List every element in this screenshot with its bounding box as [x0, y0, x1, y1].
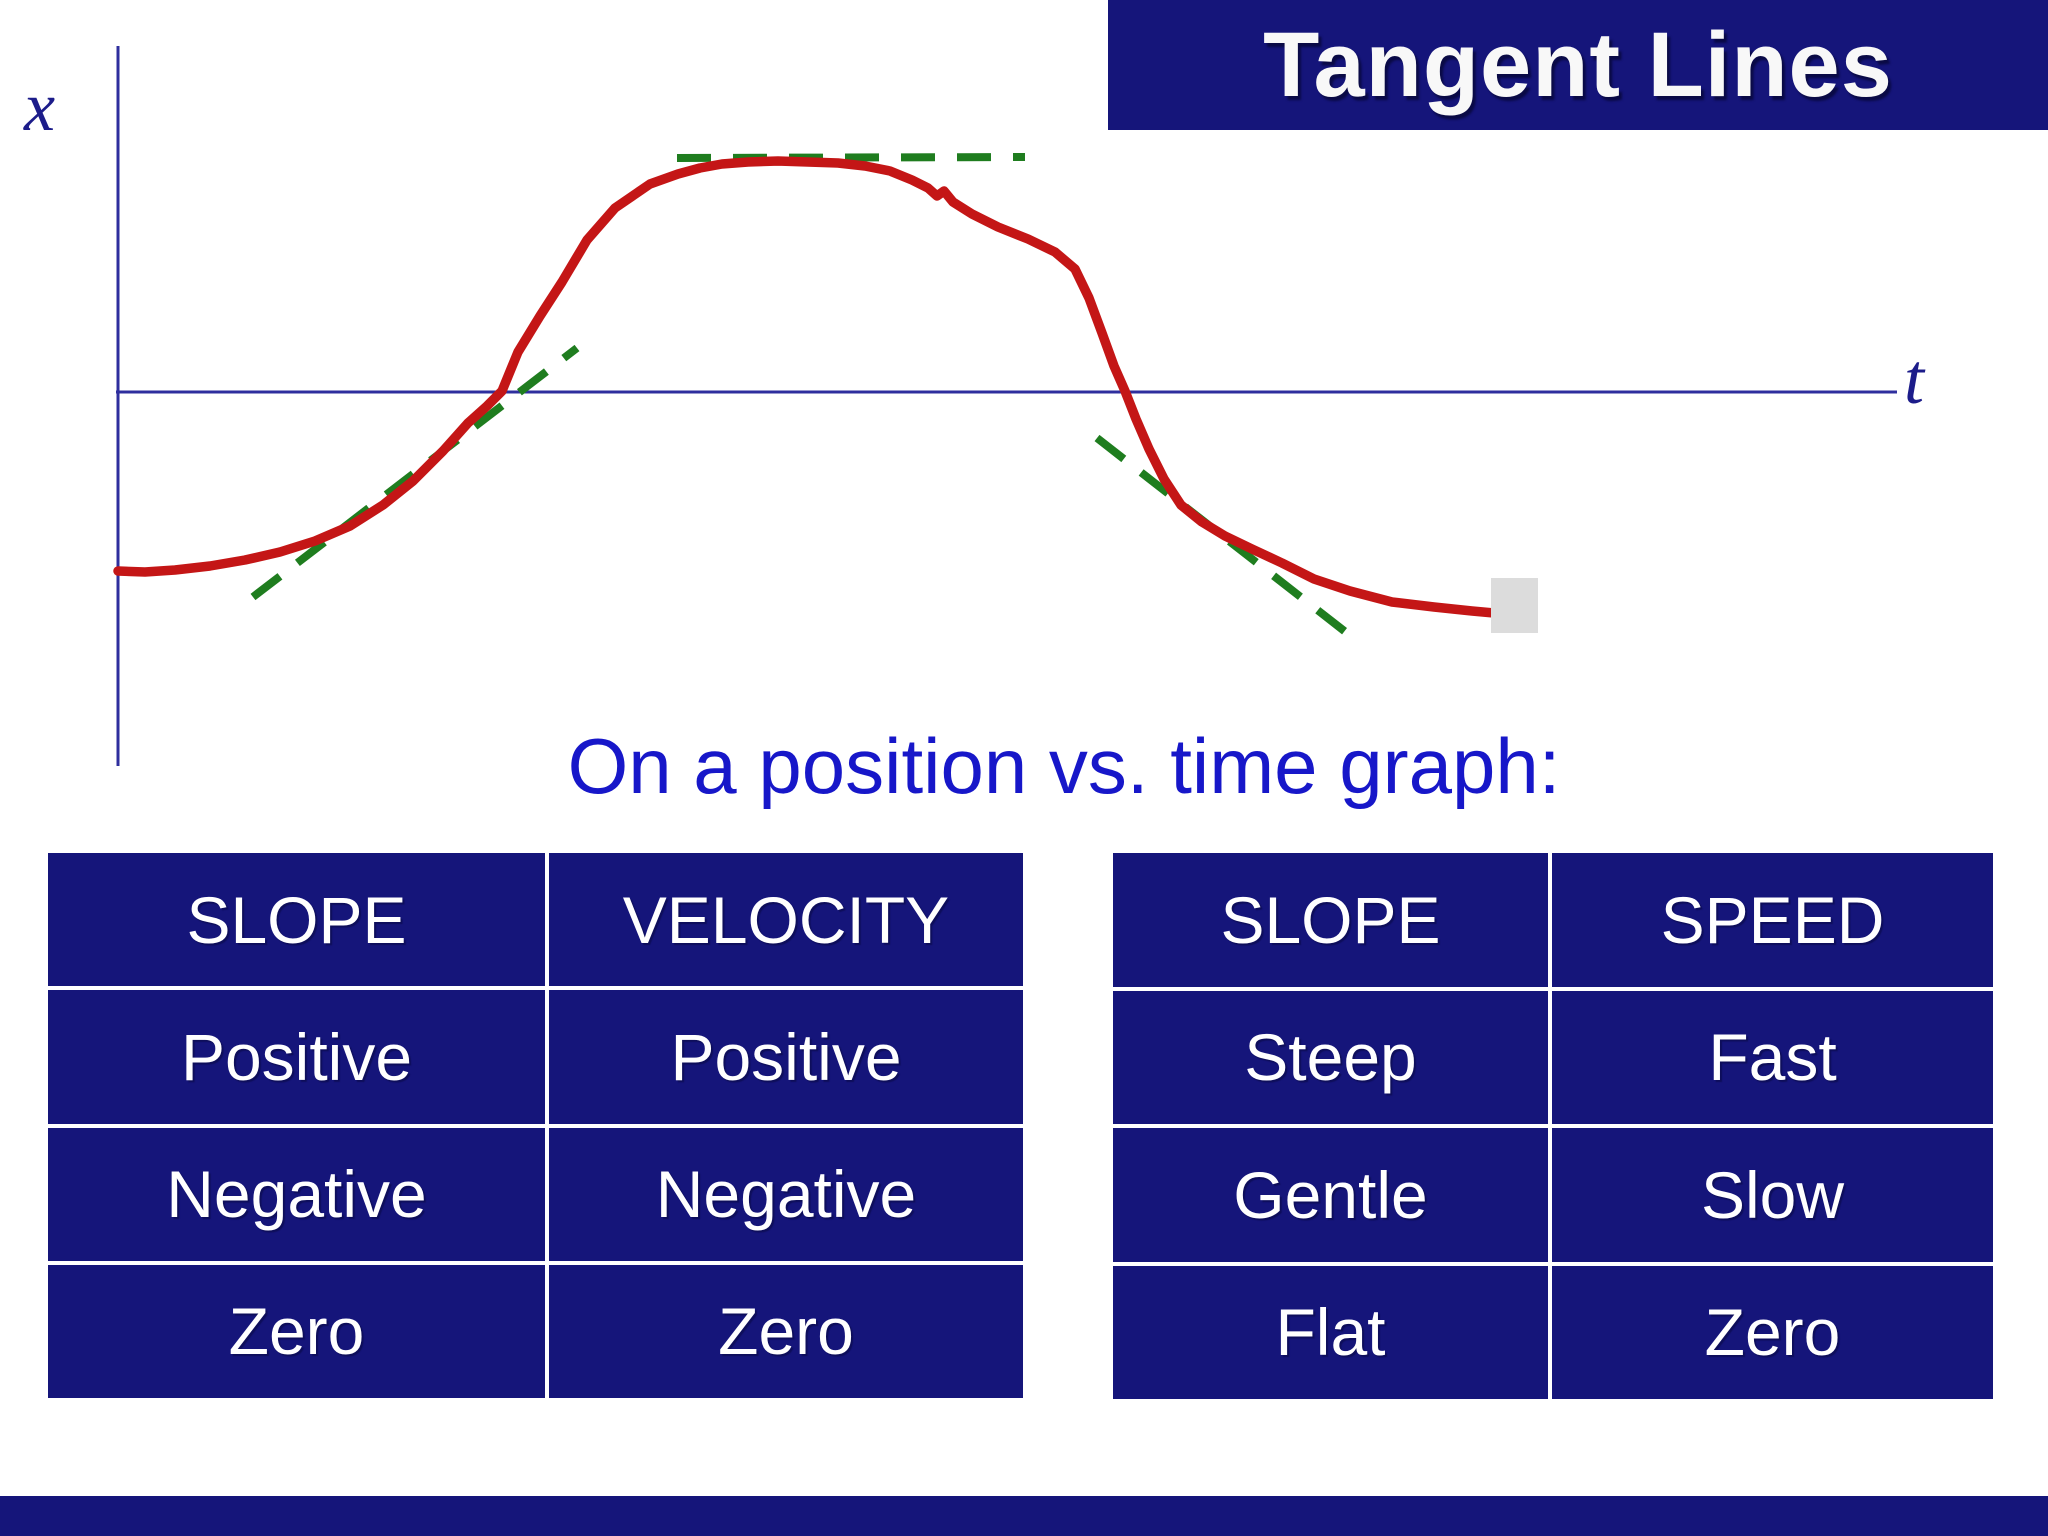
position-curve — [113, 156, 1499, 618]
header-cell: VELOCITY — [549, 853, 1023, 987]
slide-footer-bar — [0, 1496, 2048, 1536]
x-axis-label: x — [24, 69, 56, 146]
table-cell: Positive — [48, 990, 545, 1124]
slide-title: Tangent Lines — [1263, 13, 1893, 116]
table-cell: Slow — [1552, 1128, 1993, 1262]
table-cell: Zero — [549, 1264, 1023, 1398]
header-cell: SPEED — [1552, 853, 1993, 987]
table-cell: Negative — [549, 1127, 1023, 1261]
graph-caption: On a position vs. time graph: — [567, 722, 1561, 810]
title-banner: Tangent Lines — [1108, 0, 2048, 130]
eraser-cursor — [1491, 578, 1538, 633]
table-cell: Zero — [1552, 1265, 1993, 1399]
table-cell: Positive — [549, 990, 1023, 1124]
header-cell: SLOPE — [1113, 853, 1548, 987]
t-axis-label: t — [1904, 339, 1925, 419]
slope-velocity-table: SLOPE VELOCITY Positive Positive Negativ… — [48, 853, 1023, 1398]
table-cell: Zero — [48, 1264, 545, 1398]
slope-speed-table: SLOPE SPEED Steep Fast Gentle Slow Flat … — [1113, 853, 1993, 1399]
tangent-line-rising-section — [250, 344, 580, 601]
table-cell: Negative — [48, 1127, 545, 1261]
table-cell: Fast — [1552, 990, 1993, 1124]
position-time-graph — [113, 46, 1897, 766]
table-cell: Flat — [1113, 1265, 1548, 1399]
tangent-line-peak-section — [676, 153, 1026, 162]
table-cell: Steep — [1113, 990, 1548, 1124]
header-cell: SLOPE — [48, 853, 545, 987]
table-cell: Gentle — [1113, 1128, 1548, 1262]
